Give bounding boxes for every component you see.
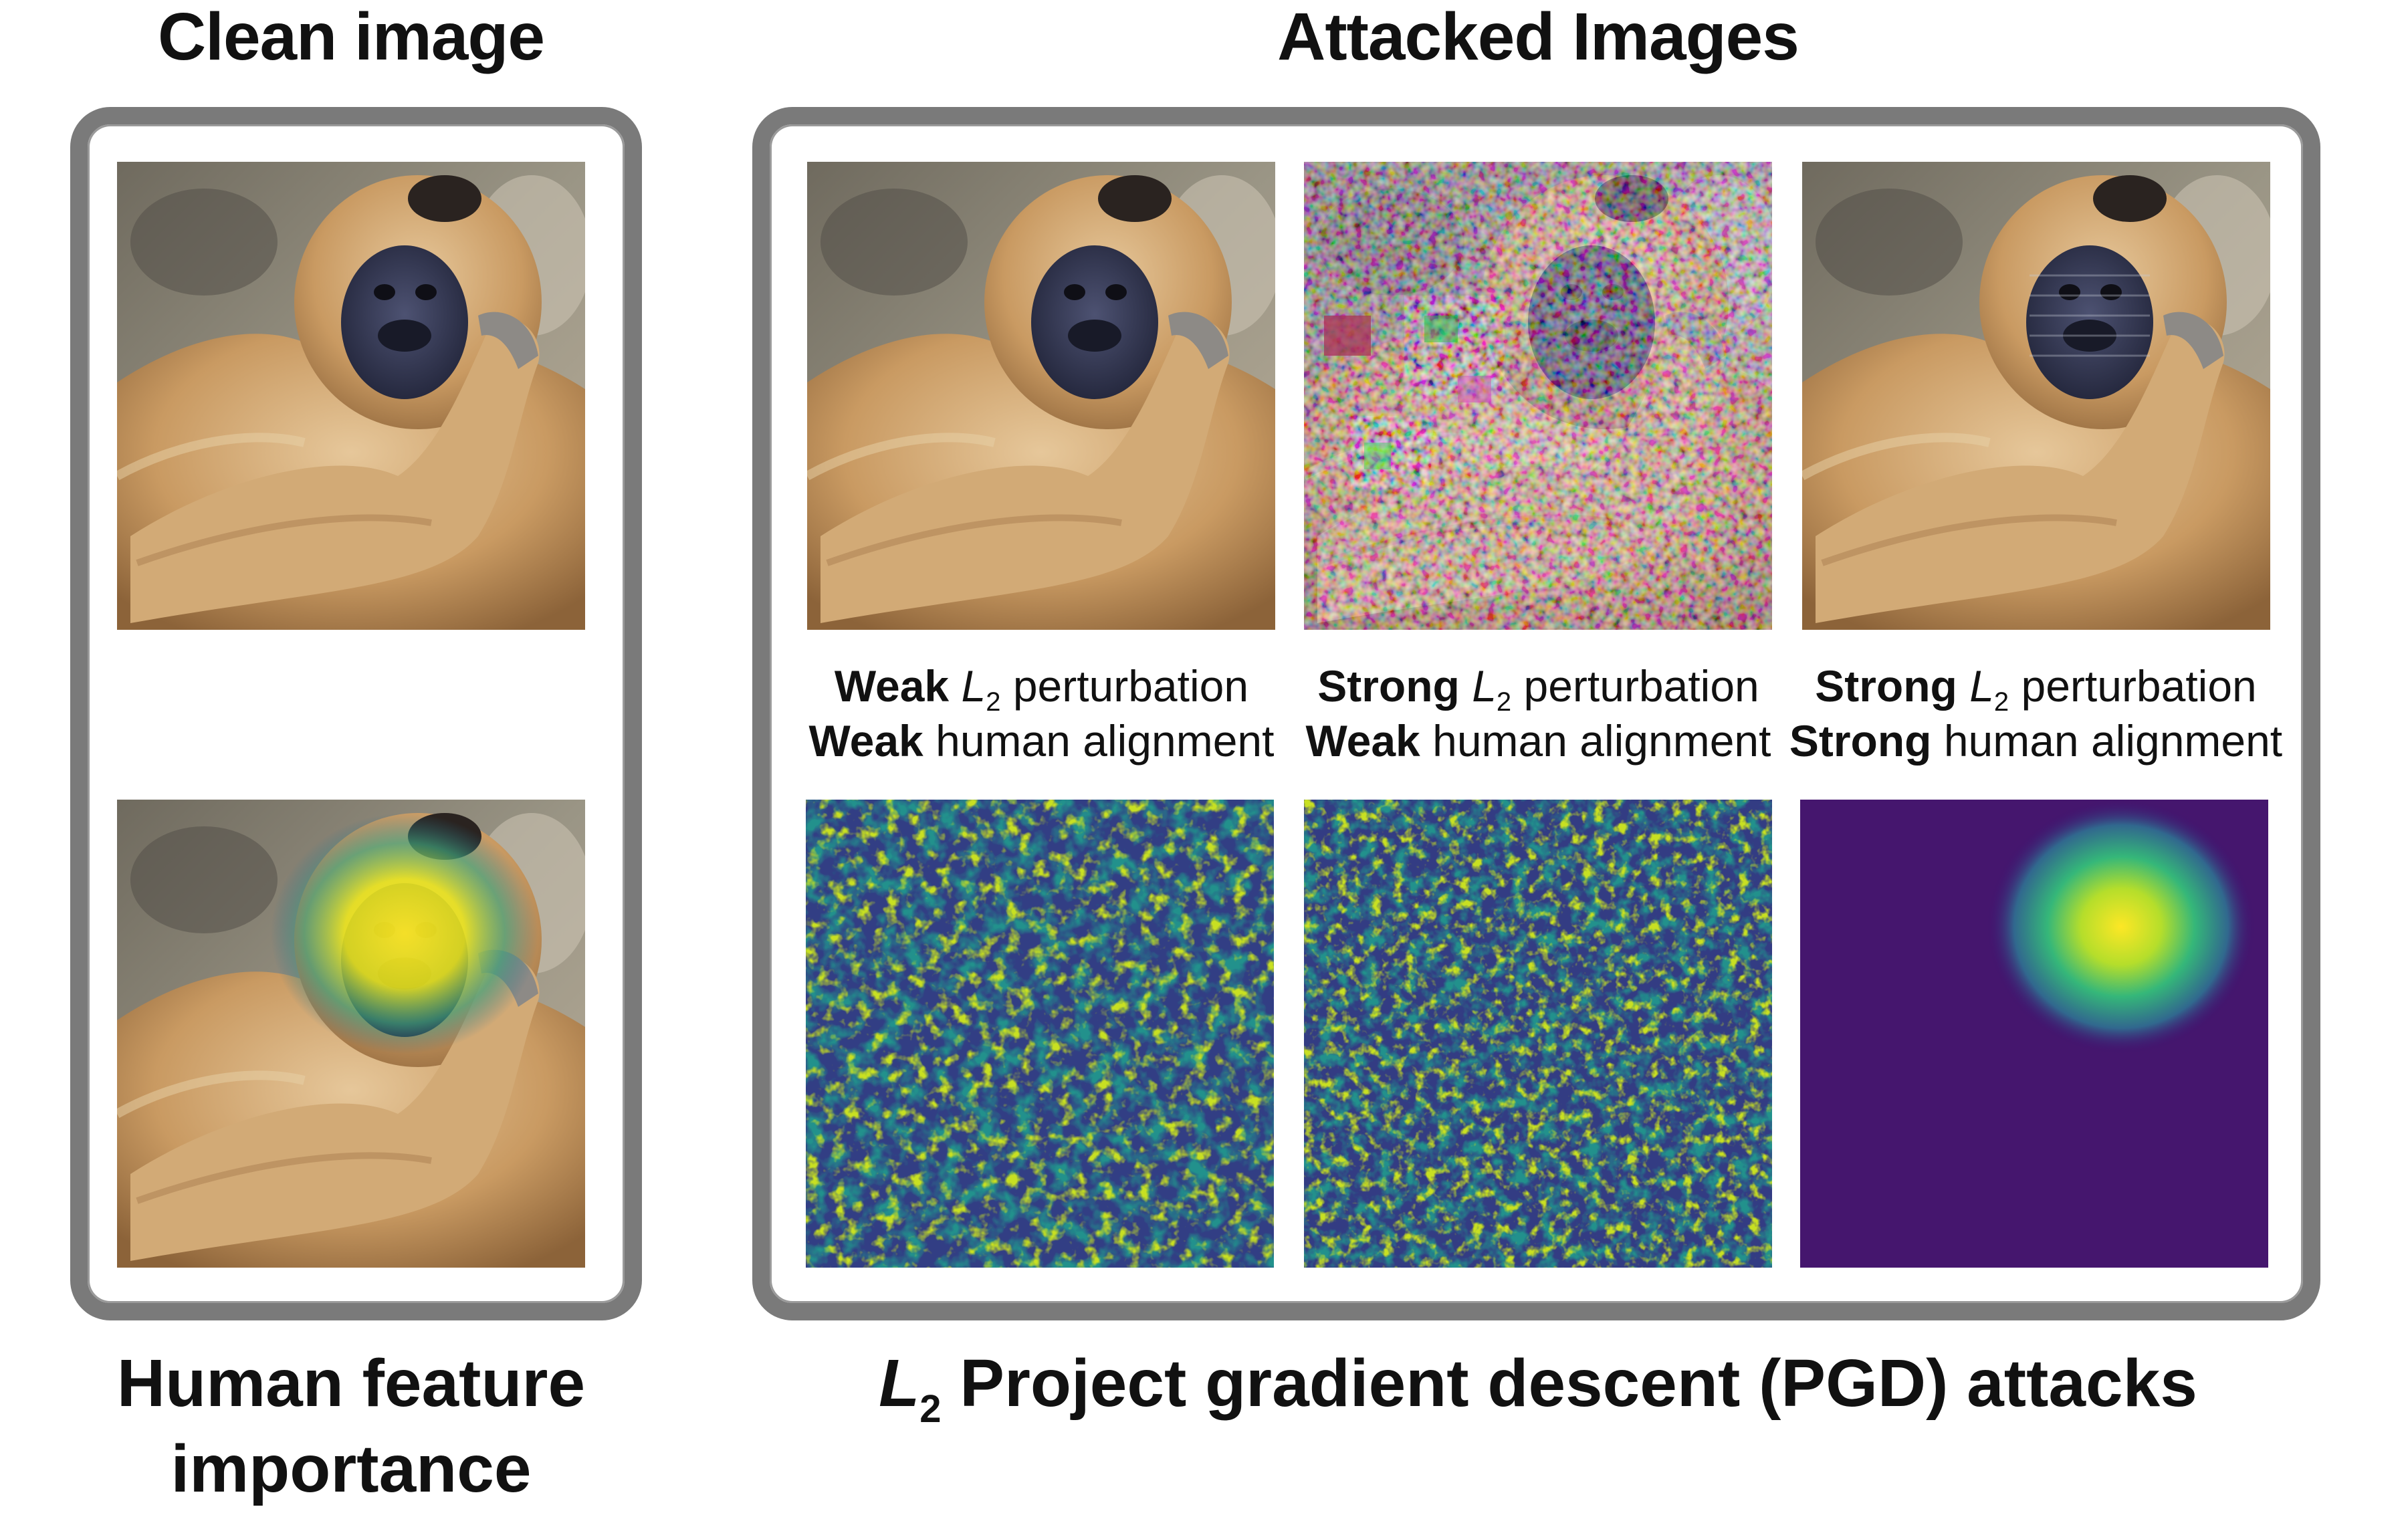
pgd-attacks-heading: L2 Project gradient descent (PGD) attack…	[879, 1346, 2197, 1431]
heatmap-strong-strong	[1800, 800, 2268, 1268]
clean-image-heading: Clean image	[157, 0, 545, 74]
human-feature-importance-image	[117, 800, 585, 1268]
attacked-images-heading: Attacked Images	[1277, 0, 1799, 74]
caption-2: Strong L2 perturbation Weak human alignm…	[1305, 661, 1771, 766]
caption-1: Weak L2 perturbation Weak human alignmen…	[808, 661, 1275, 766]
attacked-image-strong-weak	[1304, 162, 1772, 630]
caption-3: Strong L2 perturbation Strong human alig…	[1789, 661, 2283, 766]
heatmap-strong-weak	[1304, 800, 1772, 1268]
attacked-image-strong-strong	[1802, 162, 2270, 630]
attacked-image-weak-weak	[807, 162, 1275, 630]
clean-monkey-image	[117, 162, 585, 630]
heatmap-weak-weak	[806, 800, 1274, 1268]
human-feature-importance-heading: Human feature importance	[116, 1346, 586, 1506]
